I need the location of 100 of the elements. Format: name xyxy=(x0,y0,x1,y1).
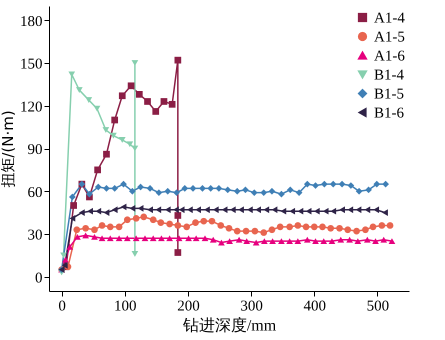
point xyxy=(94,166,101,174)
point xyxy=(207,185,214,192)
point xyxy=(327,224,334,232)
point xyxy=(111,116,118,124)
point xyxy=(69,194,76,200)
point xyxy=(272,206,278,214)
point xyxy=(310,224,318,230)
point xyxy=(174,212,182,219)
point xyxy=(294,238,302,244)
y-tick-label: 90 xyxy=(28,142,42,158)
point xyxy=(166,220,173,228)
point xyxy=(269,238,276,244)
point xyxy=(94,184,102,190)
legend-label: B1-6 xyxy=(374,106,404,122)
x-tick-label: 300 xyxy=(240,298,263,314)
point xyxy=(70,202,77,209)
x-tick-label: 100 xyxy=(114,298,137,314)
legend-label: A1-4 xyxy=(374,10,406,26)
point xyxy=(102,127,110,133)
y-tick-label: 120 xyxy=(20,99,42,116)
point xyxy=(382,180,389,188)
point xyxy=(142,235,148,242)
point xyxy=(150,235,157,242)
point xyxy=(286,238,293,244)
point xyxy=(128,82,134,90)
point xyxy=(304,236,311,243)
point xyxy=(224,186,232,194)
point xyxy=(336,224,343,232)
point xyxy=(276,224,284,230)
point xyxy=(268,188,276,195)
x-axis-title: 钻进深度/mm xyxy=(182,316,277,334)
point xyxy=(260,189,268,196)
point xyxy=(261,238,268,244)
point xyxy=(98,235,106,242)
point xyxy=(260,229,268,236)
point xyxy=(103,150,110,158)
point xyxy=(144,98,151,105)
point xyxy=(312,238,319,244)
point xyxy=(210,236,217,243)
y-tick-label: 0 xyxy=(35,270,42,286)
point xyxy=(112,206,118,214)
point xyxy=(129,204,136,212)
point xyxy=(320,238,328,244)
point xyxy=(104,209,110,216)
point xyxy=(321,180,328,188)
point xyxy=(378,222,386,229)
point xyxy=(147,206,153,214)
point xyxy=(356,206,362,214)
point xyxy=(328,238,336,244)
point xyxy=(126,141,134,148)
point xyxy=(164,188,172,195)
point xyxy=(174,249,182,256)
point xyxy=(286,224,293,230)
x-tick-label: 400 xyxy=(304,298,326,314)
point xyxy=(120,204,126,210)
point xyxy=(294,222,302,229)
point xyxy=(82,224,89,232)
legend-label: A1-5 xyxy=(374,30,405,46)
point xyxy=(132,146,138,152)
point xyxy=(150,216,157,224)
point xyxy=(199,185,206,192)
point xyxy=(208,218,216,225)
point xyxy=(66,244,74,250)
point xyxy=(98,222,106,229)
point xyxy=(234,188,241,195)
point xyxy=(302,224,310,230)
point xyxy=(116,235,122,242)
point xyxy=(86,190,93,198)
point xyxy=(354,238,362,244)
point xyxy=(344,226,352,234)
point xyxy=(69,214,76,222)
point xyxy=(362,226,369,234)
point xyxy=(116,224,122,230)
point xyxy=(138,204,144,212)
point xyxy=(192,219,199,226)
point xyxy=(372,238,379,244)
point xyxy=(200,218,208,225)
point xyxy=(388,238,396,244)
x-tick-label: 500 xyxy=(366,298,390,314)
point xyxy=(76,87,83,93)
point xyxy=(73,226,80,234)
point xyxy=(140,214,148,220)
point xyxy=(183,224,190,230)
point xyxy=(176,235,182,242)
point xyxy=(226,224,232,232)
point xyxy=(132,60,138,66)
y-axis-title: 扭矩/(N·m) xyxy=(0,110,17,188)
point xyxy=(339,206,345,214)
point xyxy=(118,92,126,100)
point xyxy=(190,185,196,192)
point xyxy=(192,235,200,242)
point xyxy=(250,189,258,196)
point xyxy=(373,180,380,188)
point xyxy=(173,189,180,196)
point xyxy=(312,182,319,189)
x-tick-label: 0 xyxy=(58,298,66,314)
point xyxy=(216,185,222,192)
point xyxy=(173,206,179,214)
point xyxy=(386,222,394,229)
point xyxy=(166,235,173,242)
